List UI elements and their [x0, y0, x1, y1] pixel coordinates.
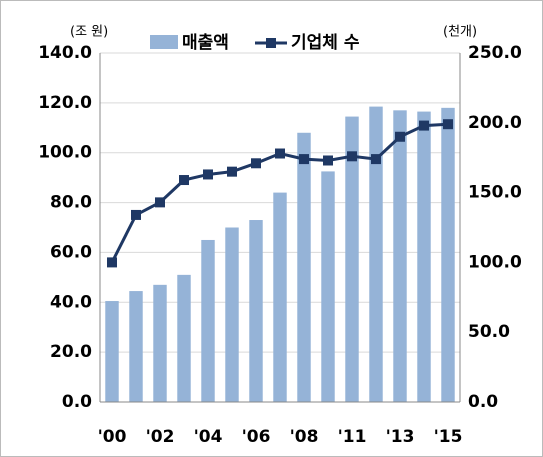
legend-label: 기업체 수 [291, 33, 360, 53]
marker [227, 166, 237, 177]
bar [129, 291, 143, 402]
bar [369, 106, 383, 402]
y-tick-label: 20.0 [50, 342, 92, 362]
bar [225, 227, 239, 402]
y2-tick-label: 200.0 [468, 113, 522, 133]
y-tick-label: 80.0 [50, 193, 92, 213]
y2-tick-label: 150.0 [468, 183, 522, 203]
marker [371, 154, 381, 165]
y2-tick-label: 50.0 [468, 322, 510, 342]
marker [179, 175, 189, 186]
y2-tick-label: 0.0 [468, 392, 498, 412]
bar [273, 192, 287, 402]
x-tick-label: '00 [98, 427, 127, 447]
marker [251, 158, 261, 169]
x-tick-label: '04 [194, 427, 223, 447]
y-tick-label: 60.0 [50, 242, 92, 262]
y-tick-label: 120.0 [38, 93, 92, 113]
y2-tick-label: 250.0 [468, 43, 522, 63]
y-tick-label: 40.0 [50, 292, 92, 312]
bar [177, 274, 191, 402]
marker [395, 131, 405, 142]
x-tick-label: '08 [290, 427, 319, 447]
bar [321, 171, 335, 402]
marker [419, 120, 429, 131]
x-tick-label: '15 [434, 427, 463, 447]
x-tick-label: '11 [338, 427, 367, 447]
bar [249, 220, 263, 402]
bar [105, 301, 119, 402]
marker [347, 151, 357, 162]
marker [203, 169, 213, 180]
x-tick-label: '02 [146, 427, 175, 447]
marker [107, 257, 117, 268]
y-tick-label: 100.0 [38, 143, 92, 163]
bar [393, 110, 407, 402]
x-tick-label: '13 [386, 427, 415, 447]
marker [323, 155, 333, 166]
bar [153, 284, 167, 402]
y-tick-label: 140.0 [38, 43, 92, 63]
x-tick-label: '06 [242, 427, 271, 447]
bar [345, 116, 359, 402]
bar [441, 107, 455, 402]
bar [201, 239, 215, 402]
bar [417, 111, 431, 402]
y-unit: (조 원) [70, 25, 108, 40]
marker [155, 197, 165, 208]
y2-unit: (천개) [443, 25, 477, 40]
marker [443, 119, 453, 130]
y2-tick-label: 100.0 [468, 252, 522, 272]
marker [131, 209, 141, 220]
marker [275, 148, 285, 159]
legend-swatch [150, 35, 178, 49]
marker [299, 154, 309, 165]
legend-label: 매출액 [182, 33, 229, 53]
y-tick-label: 0.0 [62, 392, 92, 412]
legend-swatch [266, 38, 276, 48]
bar [297, 132, 311, 402]
